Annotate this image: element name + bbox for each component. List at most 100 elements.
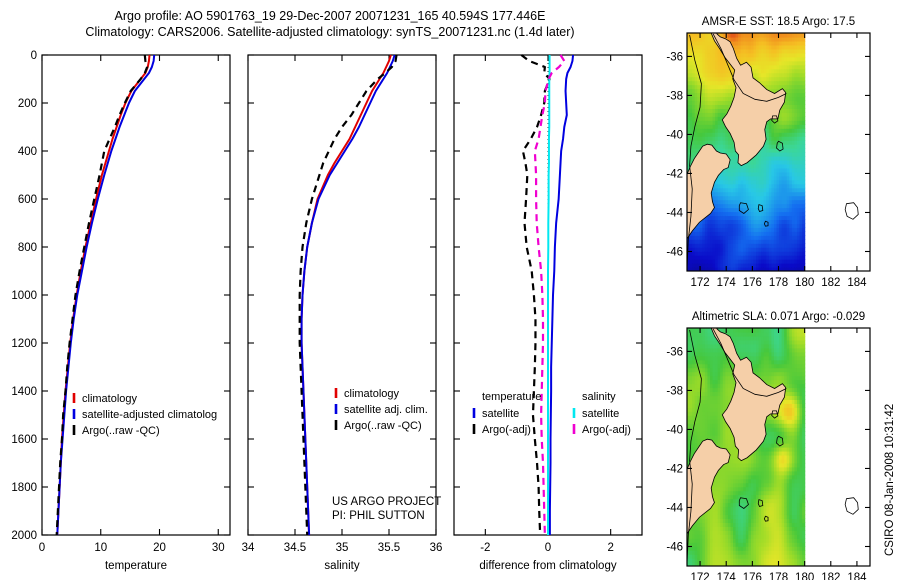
series-argo-raw-qc- xyxy=(55,54,149,536)
grid-cell xyxy=(697,427,701,432)
grid-cell xyxy=(692,259,696,264)
grid-cell xyxy=(789,96,793,102)
panel-frame xyxy=(247,54,437,536)
grid-cell xyxy=(733,227,737,232)
grid-cell xyxy=(717,96,721,102)
grid-cell xyxy=(702,48,706,54)
grid-cell xyxy=(756,52,760,58)
grid-cell xyxy=(753,514,757,519)
grid-cell xyxy=(745,550,749,555)
grid-cell xyxy=(727,494,732,500)
grid-cell xyxy=(727,363,732,369)
grid-cell xyxy=(748,199,752,205)
grid-cell xyxy=(745,243,749,248)
grid-cell xyxy=(712,339,716,345)
grid-cell xyxy=(748,335,752,341)
grid-cell xyxy=(687,558,691,563)
grid-cell xyxy=(748,235,752,240)
grid-cell xyxy=(707,247,711,252)
grid-cell xyxy=(704,355,709,361)
grid-cell xyxy=(771,132,775,137)
grid-cell xyxy=(735,328,739,333)
grid-cell xyxy=(689,140,693,145)
grid-cell xyxy=(687,251,691,256)
grid-cell xyxy=(779,243,783,248)
grid-cell xyxy=(694,44,698,50)
grid-cell xyxy=(687,120,691,125)
grid-cell xyxy=(702,371,706,377)
grid-cell xyxy=(717,116,721,121)
grid-cell xyxy=(753,203,757,209)
grid-cell xyxy=(722,328,726,333)
grid-cell xyxy=(740,207,744,213)
grid-cell xyxy=(694,72,698,78)
grid-cell xyxy=(715,431,719,436)
grid-cell xyxy=(796,259,801,264)
grid-cell xyxy=(740,490,744,496)
grid-cell xyxy=(791,171,796,177)
grid-cell xyxy=(763,33,767,38)
grid-cell xyxy=(738,514,742,519)
grid-cell xyxy=(768,136,772,141)
grid-cell xyxy=(738,203,742,209)
grid-cell xyxy=(791,219,796,224)
grid-cell xyxy=(738,207,742,213)
grid-cell xyxy=(730,458,734,464)
grid-cell xyxy=(725,36,729,42)
grid-cell xyxy=(687,339,691,345)
grid-cell xyxy=(763,542,767,547)
grid-cell xyxy=(722,423,726,428)
grid-cell xyxy=(766,132,770,137)
grid-cell xyxy=(796,255,801,260)
grid-cell xyxy=(758,211,762,217)
grid-cell xyxy=(704,108,709,113)
grid-cell xyxy=(786,124,790,129)
grid-cell xyxy=(756,175,760,181)
grid-cell xyxy=(771,450,775,456)
grid-cell xyxy=(697,542,701,547)
grid-cell xyxy=(796,243,801,248)
grid-cell xyxy=(763,163,767,169)
grid-cell xyxy=(727,179,732,185)
grid-cell xyxy=(750,490,755,496)
grid-cell xyxy=(761,466,765,472)
grid-cell xyxy=(692,76,696,82)
grid-cell xyxy=(697,530,701,535)
grid-cell xyxy=(791,96,796,102)
grid-cell xyxy=(730,88,734,94)
grid-cell xyxy=(733,155,737,161)
grid-cell xyxy=(761,359,765,365)
grid-cell xyxy=(773,231,778,236)
grid-cell xyxy=(799,175,803,181)
grid-cell xyxy=(704,140,709,145)
grid-cell xyxy=(697,263,701,268)
grid-cell xyxy=(743,56,747,62)
grid-cell xyxy=(707,104,711,109)
grid-cell xyxy=(763,267,767,271)
grid-cell xyxy=(740,52,744,58)
grid-cell xyxy=(745,518,749,523)
grid-cell xyxy=(773,68,778,74)
grid-cell xyxy=(725,470,729,476)
grid-cell xyxy=(699,104,703,109)
grid-cell xyxy=(699,267,703,271)
grid-cell xyxy=(710,328,714,333)
grid-cell xyxy=(702,44,706,50)
grid-cell xyxy=(794,231,798,236)
grid-cell xyxy=(704,56,709,62)
grid-cell xyxy=(784,199,788,205)
grid-cell xyxy=(748,550,752,555)
grid-cell xyxy=(766,355,770,361)
grid-cell xyxy=(704,40,709,46)
grid-cell xyxy=(763,211,767,217)
grid-cell xyxy=(791,76,796,82)
grid-cell xyxy=(697,76,701,82)
grid-cell xyxy=(763,498,767,504)
grid-cell xyxy=(725,195,729,201)
grid-cell xyxy=(781,108,785,113)
grid-cell xyxy=(791,36,796,42)
grid-cell xyxy=(704,331,709,337)
grid-cell xyxy=(761,152,765,157)
grid-cell xyxy=(761,458,765,464)
grid-cell xyxy=(735,335,739,341)
